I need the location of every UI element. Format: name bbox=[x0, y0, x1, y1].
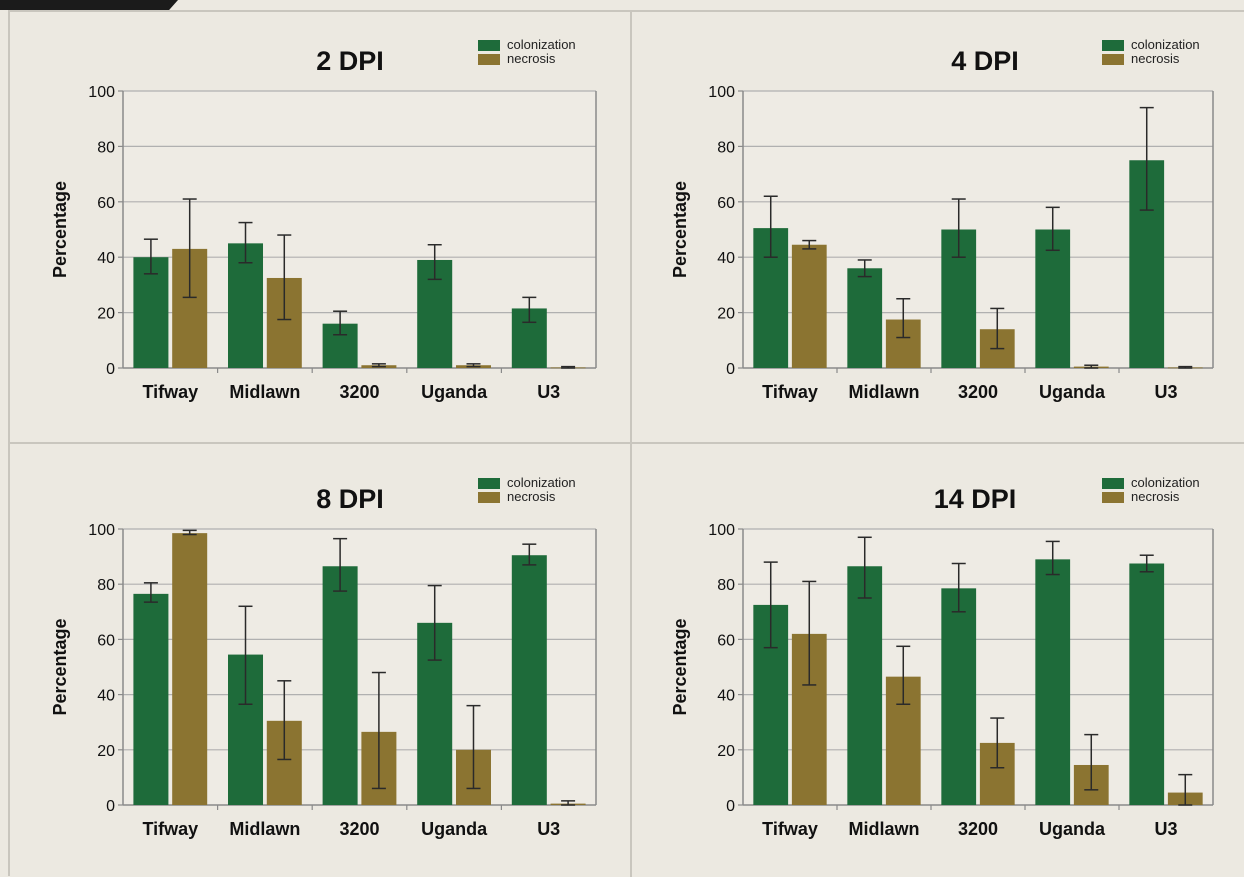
x-tick-label: Tifway bbox=[142, 382, 198, 402]
legend-swatch-necrosis bbox=[1102, 54, 1124, 65]
y-axis-label: Percentage bbox=[670, 618, 690, 715]
y-tick-label: 60 bbox=[97, 632, 115, 649]
chart-title: 8 DPI bbox=[316, 484, 384, 514]
y-tick-label: 60 bbox=[717, 195, 735, 212]
legend-swatch-colonization bbox=[1102, 40, 1124, 51]
x-tick-label: Uganda bbox=[421, 382, 488, 402]
y-tick-label: 0 bbox=[106, 361, 115, 378]
bar-colonization-midlawn bbox=[847, 566, 883, 805]
panel-divider-horizontal bbox=[8, 442, 1244, 444]
y-tick-label: 0 bbox=[726, 798, 735, 815]
legend-label-necrosis: necrosis bbox=[1131, 489, 1180, 504]
y-tick-label: 20 bbox=[717, 743, 735, 760]
legend-label-colonization: colonization bbox=[507, 37, 576, 52]
legend-label-colonization: colonization bbox=[1131, 37, 1200, 52]
legend-swatch-colonization bbox=[1102, 478, 1124, 489]
y-axis-label: Percentage bbox=[670, 181, 690, 278]
x-tick-label: Midlawn bbox=[849, 819, 920, 839]
y-tick-label: 100 bbox=[708, 522, 735, 539]
legend-label-necrosis: necrosis bbox=[1131, 51, 1180, 66]
bar-colonization-tifway bbox=[133, 257, 169, 368]
chart-panel-3: 0 20 40 60 80 100 Tifway Midlawn 3200 Uganda U3 Per… bbox=[50, 475, 597, 839]
x-tick-label: Tifway bbox=[142, 819, 198, 839]
x-tick-label: Uganda bbox=[1039, 819, 1106, 839]
y-tick-label: 40 bbox=[97, 250, 115, 267]
y-axis-label: Percentage bbox=[50, 618, 70, 715]
legend-swatch-colonization bbox=[478, 40, 500, 51]
x-tick-label: 3200 bbox=[958, 819, 998, 839]
x-tick-label: Tifway bbox=[762, 382, 818, 402]
y-tick-label: 80 bbox=[717, 577, 735, 594]
x-tick-label: U3 bbox=[537, 382, 560, 402]
x-tick-label: Midlawn bbox=[229, 382, 300, 402]
y-tick-label: 20 bbox=[97, 306, 115, 323]
legend-label-necrosis: necrosis bbox=[507, 489, 556, 504]
y-tick-label: 60 bbox=[97, 195, 115, 212]
bar-colonization-uganda bbox=[1035, 229, 1071, 368]
bar-necrosis-tifway bbox=[791, 244, 827, 368]
bar-colonization-midlawn bbox=[847, 268, 883, 368]
y-tick-label: 80 bbox=[97, 577, 115, 594]
bar-colonization-3200 bbox=[322, 566, 358, 805]
bar-colonization-tifway bbox=[133, 593, 169, 805]
y-tick-label: 40 bbox=[97, 688, 115, 705]
y-tick-label: 40 bbox=[717, 250, 735, 267]
y-tick-label: 40 bbox=[717, 688, 735, 705]
chart-panel-4: 0 20 40 60 80 100 Tifway Midlawn 3200 Uganda U3 Per… bbox=[670, 475, 1214, 839]
y-tick-label: 0 bbox=[726, 361, 735, 378]
legend-swatch-colonization bbox=[478, 478, 500, 489]
legend-swatch-necrosis bbox=[478, 54, 500, 65]
y-tick-label: 20 bbox=[717, 306, 735, 323]
bar-colonization-uganda bbox=[1035, 559, 1071, 805]
bar-colonization-midlawn bbox=[228, 243, 264, 368]
chart-title: 4 DPI bbox=[951, 46, 1019, 76]
y-axis-label: Percentage bbox=[50, 181, 70, 278]
x-tick-label: U3 bbox=[537, 819, 560, 839]
x-tick-label: Uganda bbox=[1039, 382, 1106, 402]
x-tick-label: Midlawn bbox=[849, 382, 920, 402]
x-tick-label: Midlawn bbox=[229, 819, 300, 839]
y-tick-label: 80 bbox=[717, 139, 735, 156]
x-tick-label: U3 bbox=[1154, 819, 1177, 839]
chart-title: 2 DPI bbox=[316, 46, 384, 76]
y-tick-label: 60 bbox=[717, 632, 735, 649]
bar-colonization-3200 bbox=[941, 588, 977, 805]
bar-necrosis-tifway bbox=[172, 533, 208, 805]
x-tick-label: 3200 bbox=[339, 382, 379, 402]
chart-panel-1: 0 20 40 60 80 100 Tifway Midlawn 3200 Uganda U3 Per… bbox=[50, 37, 597, 402]
x-tick-label: U3 bbox=[1154, 382, 1177, 402]
x-tick-label: Tifway bbox=[762, 819, 818, 839]
chart-panel-2: 0 20 40 60 80 100 Tifway Midlawn 3200 Uganda U3 Per… bbox=[670, 37, 1214, 402]
legend-label-colonization: colonization bbox=[507, 475, 576, 490]
y-tick-label: 0 bbox=[106, 798, 115, 815]
legend-label-colonization: colonization bbox=[1131, 475, 1200, 490]
corner-tab bbox=[0, 0, 178, 10]
bar-colonization-u3 bbox=[511, 555, 547, 805]
legend-label-necrosis: necrosis bbox=[507, 51, 556, 66]
chart-title: 14 DPI bbox=[934, 484, 1017, 514]
x-tick-label: 3200 bbox=[339, 819, 379, 839]
y-tick-label: 100 bbox=[708, 84, 735, 101]
y-tick-label: 20 bbox=[97, 743, 115, 760]
bar-colonization-u3 bbox=[1129, 563, 1165, 805]
y-tick-label: 100 bbox=[88, 522, 115, 539]
legend-swatch-necrosis bbox=[478, 492, 500, 503]
y-tick-label: 80 bbox=[97, 139, 115, 156]
legend-swatch-necrosis bbox=[1102, 492, 1124, 503]
x-tick-label: Uganda bbox=[421, 819, 488, 839]
y-tick-label: 100 bbox=[88, 84, 115, 101]
x-tick-label: 3200 bbox=[958, 382, 998, 402]
